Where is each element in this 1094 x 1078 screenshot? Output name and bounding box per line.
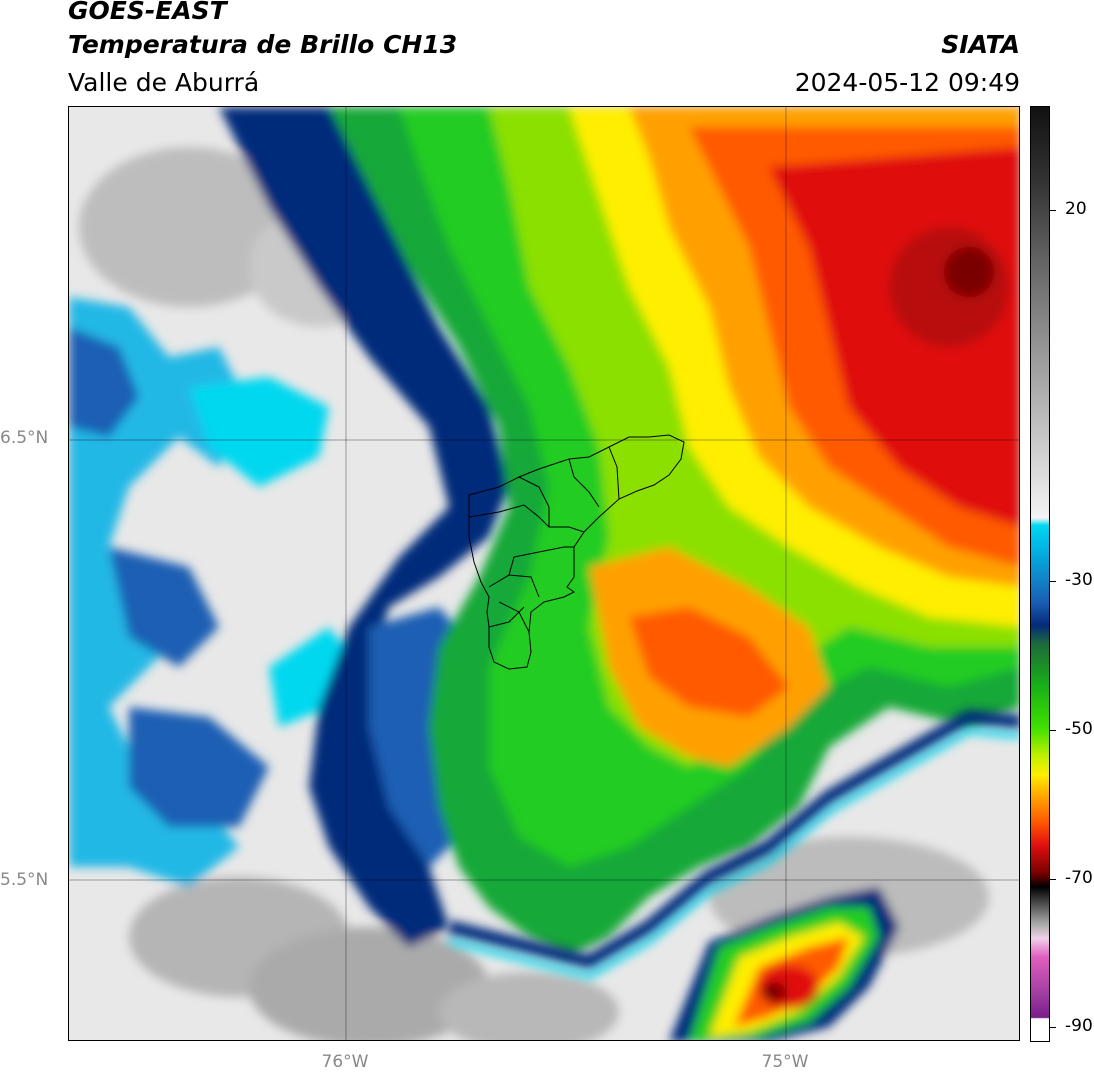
colorbar-tick — [1050, 1027, 1056, 1028]
datetime-label: 2024-05-12 09:49 — [794, 68, 1020, 97]
satellite-map[interactable] — [68, 106, 1020, 1041]
colorbar-tick-label: -90 — [1065, 1016, 1093, 1036]
valle-de-aburra-boundaries — [468, 434, 685, 670]
colorbar-tick-label: -30 — [1065, 570, 1093, 590]
lat-label-6-5: 6.5°N — [0, 428, 49, 448]
satellite-title: GOES-EAST — [68, 0, 227, 25]
colorbar-tick — [1050, 879, 1056, 880]
brightness-temperature-field — [69, 107, 1019, 1040]
lon-label-76w: 76°W — [321, 1052, 369, 1072]
organization-label: SIATA — [941, 30, 1020, 59]
colorbar-tick-label: -50 — [1065, 719, 1093, 739]
temperature-layers — [69, 107, 1019, 1040]
lat-label-5-5: 5.5°N — [0, 870, 49, 890]
convective-edge — [447, 710, 1019, 969]
colorbar-tick — [1050, 210, 1056, 211]
colorbar-tick-label: -70 — [1065, 868, 1093, 888]
product-title: Temperatura de Brillo CH13 — [68, 30, 458, 59]
temperature-colorbar — [1030, 106, 1050, 1042]
colorbar-tick-label: 20 — [1065, 199, 1087, 219]
region-label: Valle de Aburrá — [68, 68, 260, 97]
colorbar-tick — [1050, 730, 1056, 731]
gridlines — [69, 107, 1019, 1040]
lon-label-75w: 75°W — [761, 1052, 809, 1072]
colorbar-tick — [1050, 581, 1056, 582]
